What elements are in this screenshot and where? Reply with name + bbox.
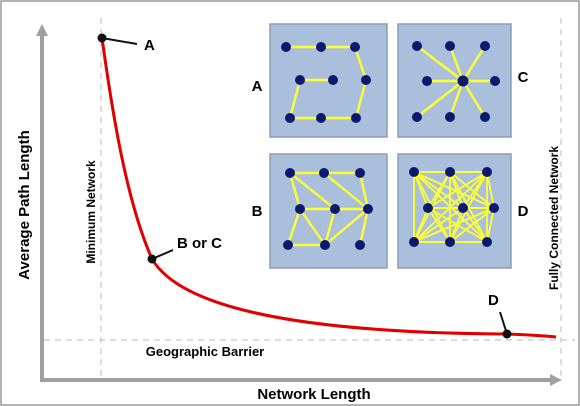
point-a-label: A: [144, 37, 155, 54]
geographic-barrier-label: Geographic Barrier: [146, 344, 265, 359]
axes: [36, 24, 562, 386]
inset-network-a: A: [252, 23, 388, 138]
point-a-marker: A: [97, 33, 155, 54]
point-d-marker: D: [488, 292, 512, 339]
minimum-network-label: Minimum Network: [84, 160, 98, 264]
inset-links-c: [415, 44, 497, 119]
inset-network-d: D: [397, 153, 529, 269]
point-b-or-c-marker: B or C: [147, 235, 222, 264]
guide-lines: [44, 18, 575, 380]
inset-label-d: D: [518, 203, 529, 220]
y-axis-label: Average Path Length: [16, 130, 33, 279]
point-a-leader: [101, 37, 138, 45]
inset-links-b: [286, 171, 370, 247]
inset-nodes-c: [412, 41, 500, 122]
inset-nodes-a: [281, 42, 371, 123]
inset-label-b: B: [252, 203, 263, 220]
point-d-label: D: [488, 292, 499, 309]
fully-connected-label: Fully Connected Network: [547, 146, 561, 290]
x-axis-label: Network Length: [257, 386, 370, 403]
inset-links-d: [413, 171, 495, 243]
inset-label-a: A: [252, 78, 263, 95]
point-b-or-c-leader: [151, 249, 174, 260]
inset-links-a: [284, 45, 368, 120]
inset-network-c: C: [397, 23, 529, 138]
inset-nodes-b: [283, 168, 373, 250]
point-d-leader: [499, 311, 508, 335]
path-length-curve: [100, 37, 557, 339]
point-b-or-c-label: B or C: [177, 235, 222, 252]
inset-network-b: B: [252, 153, 388, 269]
inset-label-c: C: [518, 69, 529, 86]
inset-nodes-d: [409, 167, 499, 247]
